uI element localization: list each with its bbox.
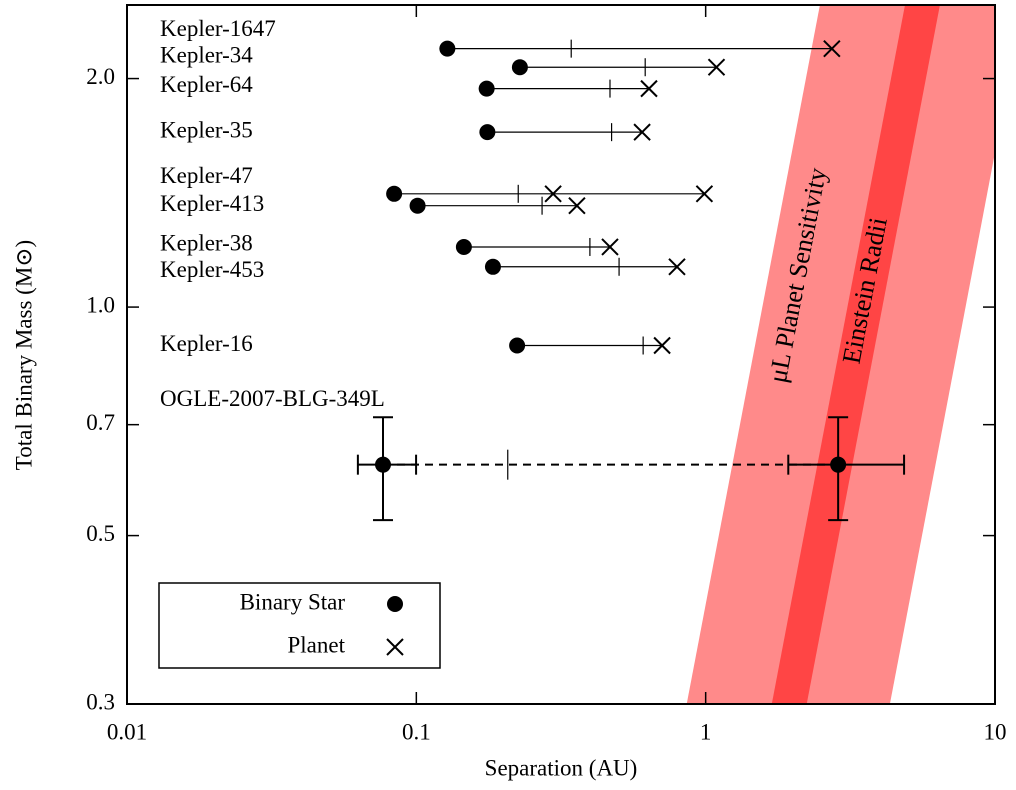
legend-label: Binary Star <box>240 589 346 614</box>
binary-star <box>386 185 403 202</box>
y-tick-label: 0.3 <box>86 689 115 714</box>
binary-star <box>511 59 528 76</box>
bands <box>686 5 995 704</box>
plot-frame <box>126 4 996 705</box>
system-label: Kepler-413 <box>160 191 264 216</box>
planet <box>633 123 651 141</box>
system-label: OGLE-2007-BLG-349L <box>160 386 385 411</box>
x-tick-label: 1 <box>700 719 712 744</box>
system-label: Kepler-34 <box>160 43 253 68</box>
planet <box>544 185 562 203</box>
x-tick-label: 0.01 <box>107 719 147 744</box>
planet <box>668 258 686 276</box>
planet <box>640 79 658 98</box>
binary-star <box>509 337 526 354</box>
y-axis-label: Total Binary Mass (M⊙) <box>11 240 36 470</box>
band <box>771 5 940 704</box>
system-label: Kepler-35 <box>160 117 253 142</box>
system-label: Kepler-16 <box>160 331 253 356</box>
planet <box>707 58 726 76</box>
binary-star <box>484 258 501 275</box>
planet <box>695 185 714 203</box>
planet <box>830 456 847 473</box>
planet <box>601 238 619 256</box>
x-axis-label: Separation (AU) <box>485 755 638 780</box>
binary-star <box>439 40 456 57</box>
planet <box>653 336 671 355</box>
binary-star <box>375 456 392 473</box>
legend-label: Planet <box>288 632 346 657</box>
planet <box>823 39 841 58</box>
binary-star <box>455 238 472 255</box>
y-tick-label: 0.5 <box>86 521 115 546</box>
binary-star <box>479 124 496 141</box>
system-label: Kepler-64 <box>160 72 253 97</box>
x-tick-label: 10 <box>984 719 1007 744</box>
binary-star <box>409 197 426 214</box>
system-label: Kepler-453 <box>160 257 264 282</box>
legend-marker <box>386 638 404 656</box>
binary-star <box>478 80 495 97</box>
y-tick-label: 1.0 <box>86 292 115 317</box>
system-label: Kepler-38 <box>160 230 253 255</box>
legend-marker <box>387 596 403 612</box>
y-tick-label: 0.7 <box>86 410 115 435</box>
x-tick-label: 0.1 <box>402 719 431 744</box>
system-label: Kepler-1647 <box>160 16 276 41</box>
planet <box>568 197 586 215</box>
system-label: Kepler-47 <box>160 163 253 188</box>
y-tick-label: 2.0 <box>86 64 115 89</box>
